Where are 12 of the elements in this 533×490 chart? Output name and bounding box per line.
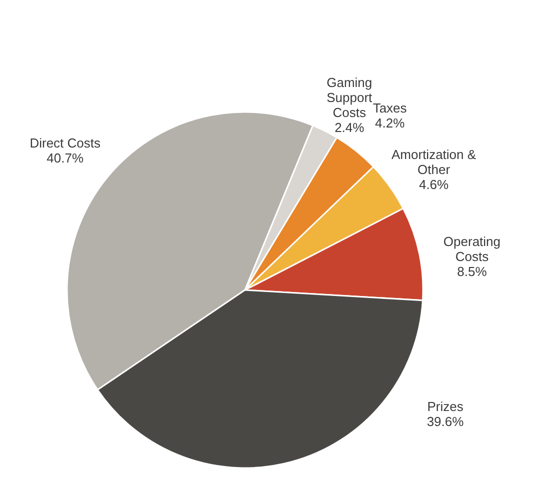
data-label: 4.2% — [374, 116, 406, 131]
data-label: 40.7% — [46, 150, 84, 166]
slice-label: Operating Costs — [443, 234, 501, 264]
data-label: 8.5% — [457, 264, 488, 279]
slice-label: Gaming Support Costs — [326, 74, 373, 120]
slice-label: Taxes — [372, 100, 408, 116]
data-label: 39.6% — [426, 414, 464, 430]
slice-label: Prizes — [427, 399, 464, 414]
slice-label: Direct Costs — [30, 135, 101, 150]
data-label: 4.6% — [418, 177, 450, 192]
data-label: 2.4% — [334, 120, 365, 135]
slice-label: Amortization & Other — [392, 147, 476, 178]
